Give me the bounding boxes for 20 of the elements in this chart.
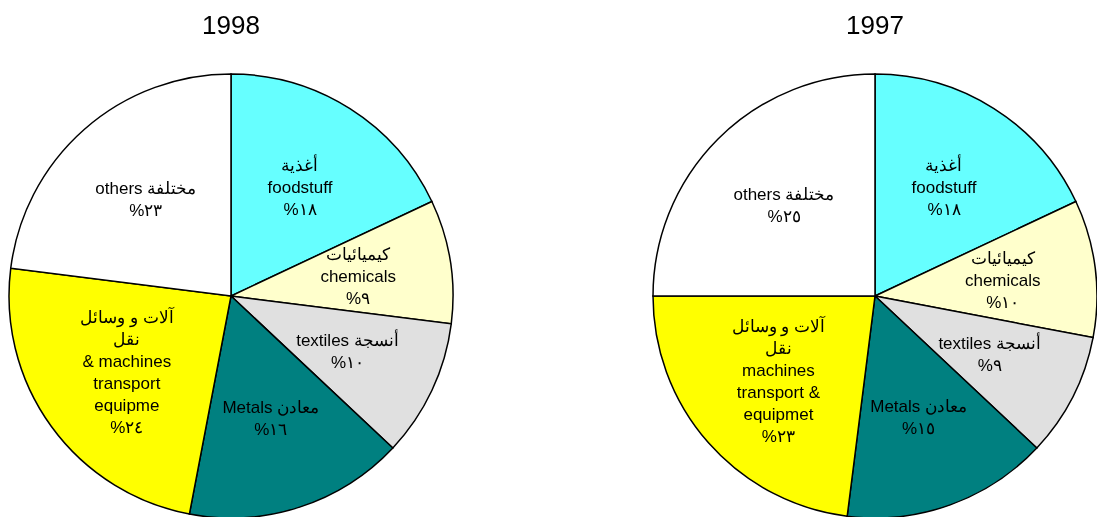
slice-label: Metals معادن bbox=[870, 397, 968, 417]
data-label: %٢٣ bbox=[761, 427, 795, 447]
data-label: %١٥ bbox=[902, 419, 936, 439]
slice-label: others مختلفة bbox=[95, 179, 197, 199]
data-label: %٩ bbox=[346, 288, 371, 308]
data-label: %١٨ bbox=[283, 200, 317, 220]
data-label: %١٨ bbox=[927, 200, 961, 220]
slice-label: textiles أنسجة bbox=[296, 328, 399, 350]
chart-title: 1997 bbox=[846, 10, 904, 40]
slice-label: textiles أنسجة bbox=[938, 332, 1042, 354]
slice-label: Metals معادن bbox=[222, 398, 320, 418]
data-label: %٢٥ bbox=[767, 206, 801, 226]
slice-label: others مختلفة bbox=[733, 184, 835, 204]
data-label: %٢٣ bbox=[129, 201, 163, 221]
data-label: %١٠ bbox=[330, 352, 365, 372]
data-label: %١٠ bbox=[986, 292, 1020, 312]
data-label: %١٦ bbox=[254, 420, 288, 440]
data-label: %٩ bbox=[977, 356, 1002, 376]
data-label: %٢٤ bbox=[110, 417, 144, 437]
chart-title: 1998 bbox=[202, 10, 260, 40]
